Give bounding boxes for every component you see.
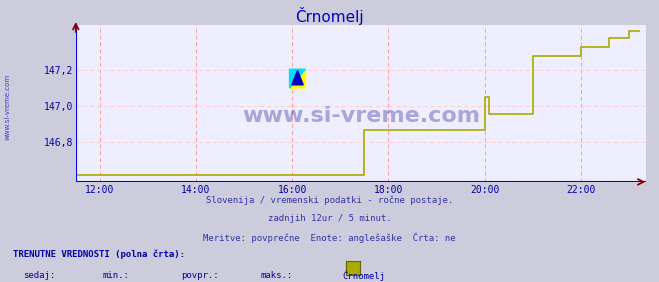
- Polygon shape: [292, 71, 303, 85]
- Text: www.si-vreme.com: www.si-vreme.com: [5, 74, 11, 140]
- Text: zadnjih 12ur / 5 minut.: zadnjih 12ur / 5 minut.: [268, 214, 391, 223]
- Text: Meritve: povprečne  Enote: anglešaške  Črta: ne: Meritve: povprečne Enote: anglešaške Črt…: [203, 233, 456, 243]
- Text: Črnomelj: Črnomelj: [295, 7, 364, 25]
- Text: maks.:: maks.:: [260, 271, 293, 280]
- Text: min.:: min.:: [102, 271, 129, 280]
- Text: www.si-vreme.com: www.si-vreme.com: [242, 106, 480, 126]
- Polygon shape: [289, 69, 306, 88]
- Polygon shape: [289, 69, 306, 88]
- Text: sedaj:: sedaj:: [23, 271, 55, 280]
- Text: Slovenija / vremenski podatki - ročne postaje.: Slovenija / vremenski podatki - ročne po…: [206, 196, 453, 206]
- Text: Črnomelj: Črnomelj: [343, 271, 386, 281]
- Text: TRENUTNE VREDNOSTI (polna črta):: TRENUTNE VREDNOSTI (polna črta):: [13, 250, 185, 259]
- Text: povpr.:: povpr.:: [181, 271, 219, 280]
